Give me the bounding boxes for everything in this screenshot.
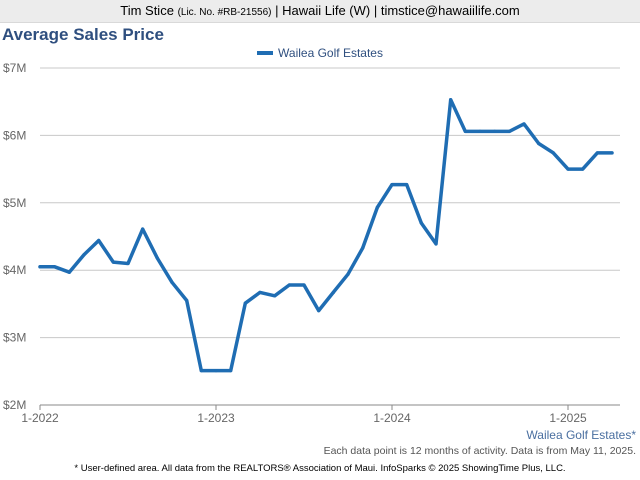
data-point: [390, 183, 394, 187]
data-point: [346, 272, 350, 276]
y-tick-label: $4M: [3, 263, 26, 277]
y-tick-label: $5M: [3, 196, 26, 210]
data-note: Each data point is 12 months of activity…: [323, 445, 636, 457]
data-point: [419, 221, 423, 225]
data-point: [287, 283, 291, 287]
footer-disclaimer: * User-defined area. All data from the R…: [74, 463, 566, 474]
data-point: [537, 141, 541, 146]
data-point: [302, 283, 306, 287]
data-point: [185, 298, 189, 303]
data-point: [551, 151, 555, 155]
data-point: [610, 151, 614, 155]
data-point: [141, 227, 145, 231]
y-tick-label: $6M: [3, 128, 26, 142]
data-point: [229, 369, 233, 373]
data-point: [111, 260, 115, 264]
x-tick-label: 1-2025: [549, 411, 587, 425]
agent-contact: | Hawaii Life (W) | timstice@hawaiilife.…: [275, 3, 520, 18]
legend-label: Wailea Golf Estates: [278, 46, 383, 60]
license-number: (Lic. No. #RB-21556): [177, 7, 272, 18]
data-point: [273, 294, 277, 298]
axes: $2M $3M $4M $5M $6M $7M 1-2022 1-2023 1-2024 1-20…: [3, 61, 620, 425]
data-point: [53, 265, 57, 269]
data-point: [199, 369, 203, 373]
data-point: [67, 270, 71, 274]
data-point: [434, 242, 438, 246]
data-point: [478, 129, 482, 133]
data-point: [97, 238, 101, 243]
data-point: [581, 167, 585, 171]
data-point: [126, 261, 130, 266]
x-tick-label: 1-2023: [197, 411, 235, 425]
series-layer: [38, 97, 614, 373]
data-point: [155, 256, 159, 260]
series-line: [38, 97, 614, 373]
agent-name: Tim Stice: [120, 3, 174, 18]
header-bar: Tim Stice (Lic. No. #RB-21556) | Hawaii …: [0, 0, 640, 23]
data-point: [243, 301, 247, 305]
data-point: [522, 122, 526, 126]
data-point: [214, 369, 218, 373]
data-point: [493, 129, 497, 133]
data-point: [317, 309, 321, 313]
data-point: [463, 129, 467, 133]
data-point: [405, 183, 409, 187]
legend[interactable]: Wailea Golf Estates: [0, 46, 640, 60]
data-point: [375, 205, 379, 210]
data-point: [507, 129, 511, 133]
grid-lines: [40, 67, 620, 339]
legend-swatch: [257, 50, 274, 55]
data-point: [331, 290, 335, 295]
y-tick-label: $3M: [3, 331, 26, 345]
data-point: [361, 246, 365, 250]
data-point: [38, 265, 42, 269]
chart-title: Average Sales Price: [2, 25, 164, 44]
area-label: Wailea Golf Estates*: [526, 428, 636, 442]
data-point: [566, 167, 570, 171]
data-point: [170, 280, 174, 284]
data-point: [258, 290, 262, 295]
data-point: [595, 151, 599, 155]
x-tick-label: 1-2024: [373, 411, 411, 425]
y-tick-label: $7M: [3, 61, 26, 75]
y-tick-label: $2M: [3, 398, 26, 412]
data-point: [82, 253, 86, 257]
x-tick-label: 1-2022: [21, 411, 59, 425]
data-point: [449, 98, 453, 102]
